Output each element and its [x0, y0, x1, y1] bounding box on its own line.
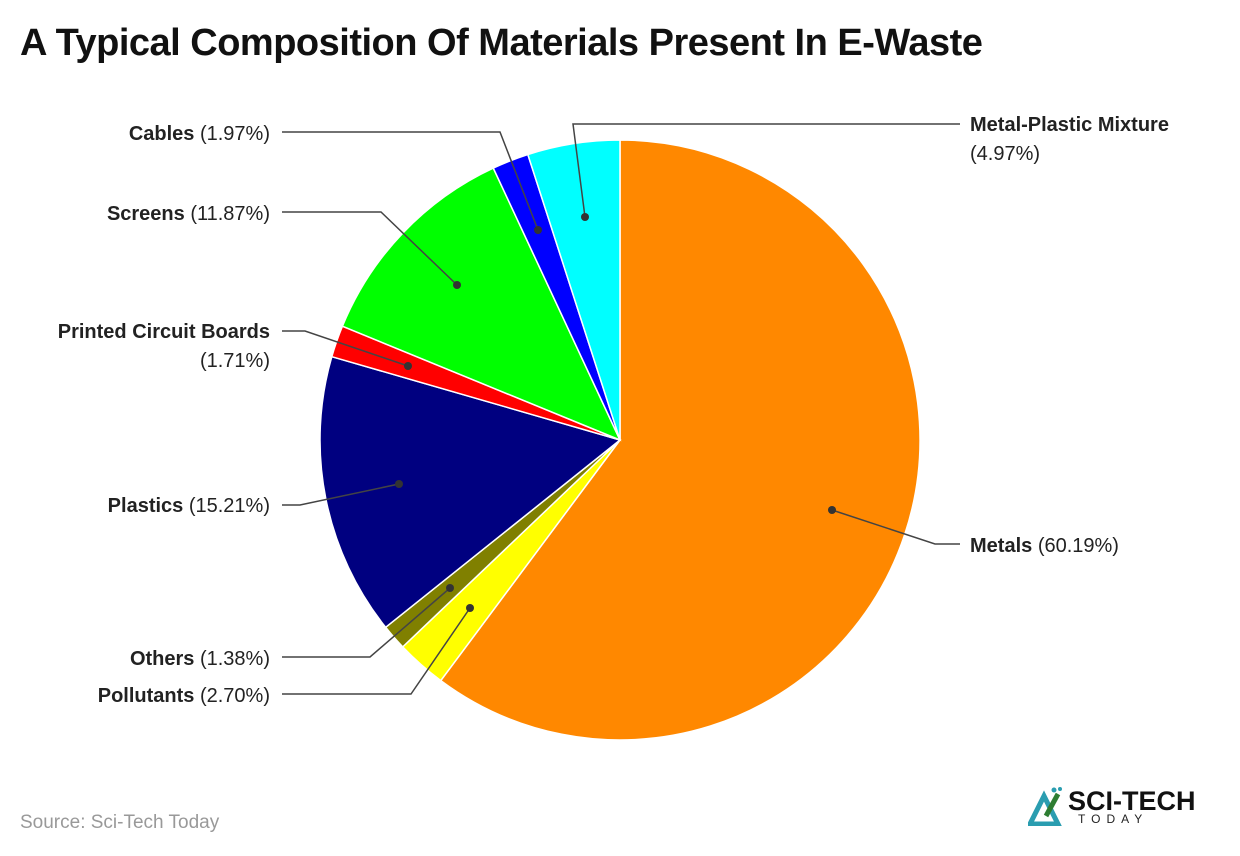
leader-line-plastics: [282, 483, 400, 506]
label-name: Pollutants: [98, 685, 200, 707]
label-name: Plastics: [108, 495, 189, 517]
data-label-printed-circuit-boards: Printed Circuit Boards: [58, 321, 270, 343]
label-percent: (11.87%): [190, 203, 270, 225]
logo-icon: [1025, 787, 1063, 827]
leader-line-cables: [282, 131, 539, 231]
leader-dot-screens: [453, 281, 461, 289]
label-name: Metal-Plastic Mixture: [970, 114, 1169, 136]
label-percent: (60.19%): [1038, 535, 1119, 557]
data-label-cables: Cables (1.97%): [129, 123, 270, 145]
chart-title: A Typical Composition Of Materials Prese…: [20, 22, 983, 64]
label-percent: (4.97%): [970, 143, 1040, 165]
sci-tech-logo: SCI-TECH TODAY: [1025, 786, 1208, 831]
label-percent: (1.97%): [200, 123, 270, 145]
leader-dot-pollutants: [466, 604, 474, 612]
leader-line-metal-plastic-mixture: [572, 123, 960, 218]
label-percent: (1.71%): [200, 350, 270, 372]
leader-dot-cables: [534, 226, 542, 234]
label-name: Cables: [129, 123, 200, 145]
leader-dot-metal-plastic-mixture: [581, 213, 589, 221]
leader-line-printed-circuit-boards: [282, 330, 409, 367]
pie-slice-metal-plastic-mixture: [526, 139, 621, 441]
leader-dot-printed-circuit-boards: [404, 362, 412, 370]
data-label-others: Others (1.38%): [130, 648, 270, 670]
leader-dot-plastics: [395, 480, 403, 488]
label-percent: (1.38%): [200, 648, 270, 670]
label-name: Metals: [970, 535, 1038, 557]
leader-line-others: [282, 587, 451, 658]
data-label-pollutants: Pollutants (2.70%): [98, 685, 270, 707]
logo-text: SCI-TECH: [1068, 786, 1196, 816]
leader-line-pollutants: [282, 607, 471, 695]
label-percent: (15.21%): [189, 495, 270, 517]
data-label-metal-plastic-mixture: Metal-Plastic Mixture: [970, 114, 1169, 136]
source-note: Source: Sci-Tech Today: [20, 812, 220, 833]
leader-line-screens: [282, 211, 458, 286]
data-label-metal-plastic-mixture: (4.97%): [970, 143, 1040, 165]
pie-slice-plastics: [319, 355, 622, 629]
leader-dot-metals: [828, 506, 836, 514]
label-percent: (2.70%): [200, 685, 270, 707]
label-name: Others: [130, 648, 200, 670]
leader-dot-others: [446, 584, 454, 592]
data-label-printed-circuit-boards: (1.71%): [200, 350, 270, 372]
logo-subtext: TODAY: [1078, 812, 1149, 826]
label-name: Screens: [107, 203, 190, 225]
data-label-metals: Metals (60.19%): [970, 535, 1119, 557]
data-label-screens: Screens (11.87%): [107, 203, 270, 225]
data-label-plastics: Plastics (15.21%): [108, 495, 270, 517]
label-name: Printed Circuit Boards: [58, 321, 270, 343]
leader-line-metals: [831, 509, 960, 545]
